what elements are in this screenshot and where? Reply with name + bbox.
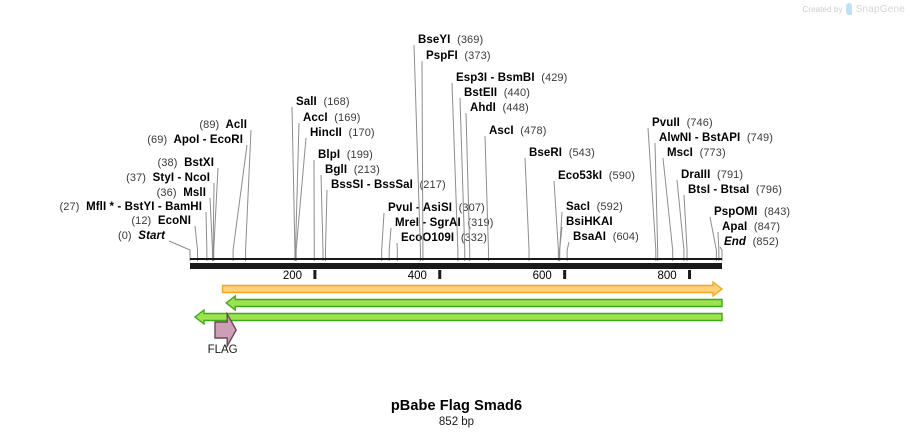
- leader-line: [205, 211, 208, 261]
- leader-line: [662, 157, 674, 261]
- leader-line: [647, 127, 657, 261]
- leader-line: [566, 241, 570, 261]
- restriction-site-label-mrei[interactable]: MreI - SgrAI (319): [395, 217, 494, 229]
- leader-line: [245, 129, 252, 261]
- restriction-site-label-pspfi[interactable]: PspFI (373): [426, 50, 491, 62]
- restriction-site-label-group: (0) Start (12) EcoNI (27) MflI * - BstYI -…: [59, 34, 791, 248]
- restriction-site-label-mfli[interactable]: (27) MflI * - BstYI - BamHI: [59, 201, 202, 213]
- leader-line: [194, 225, 198, 261]
- restriction-site-label-bgli[interactable]: BglI (213): [325, 164, 380, 176]
- leader-line: [295, 122, 300, 261]
- restriction-site-label-pvui[interactable]: PvuI - AsiSI (307): [388, 202, 485, 214]
- feature-orf-orange[interactable]: [221, 280, 724, 298]
- restriction-site-label-pvuii[interactable]: PvuII (746): [652, 117, 713, 129]
- restriction-site-label-pspomi[interactable]: PspOMI (843): [714, 206, 791, 218]
- plasmid-length: 852 bp: [438, 416, 475, 428]
- restriction-site-label-bstei[interactable]: BstEII (440): [464, 87, 530, 99]
- watermark-created-by-label: Created by: [802, 4, 843, 14]
- axis-tick-label-600: 600: [532, 270, 552, 282]
- restriction-site-label-end[interactable]: End (852): [724, 236, 779, 248]
- restriction-site-label-econi[interactable]: (12) EcoNI: [131, 215, 191, 227]
- restriction-site-label-draiii[interactable]: DraIII (791): [681, 169, 744, 181]
- restriction-site-label-esp3i[interactable]: Esp3I - BsmBI (429): [456, 72, 568, 84]
- axis-tick-label-200: 200: [282, 270, 303, 282]
- plasmid-title: pBabe Flag Smad6: [390, 398, 523, 414]
- leader-line: [559, 226, 563, 261]
- axis-tick-200: [313, 270, 317, 279]
- restriction-site-label-bsssi[interactable]: BssSI - BssSaI (217): [331, 179, 446, 191]
- leader-line: [232, 144, 248, 261]
- backbone-top-line: [190, 258, 722, 260]
- restriction-site-label-hincii[interactable]: HincII (170): [310, 127, 375, 139]
- restriction-site-label-alwni[interactable]: AlwNI - BstAPI (749): [659, 132, 774, 144]
- axis-tick-label-800: 800: [657, 270, 677, 282]
- leader-line: [320, 174, 324, 261]
- leader-line: [654, 142, 659, 261]
- leader-line: [291, 106, 296, 261]
- restriction-site-label-asci[interactable]: AscI (478): [489, 125, 547, 137]
- leader-line: [484, 135, 489, 261]
- backbone-bar[interactable]: [190, 263, 722, 269]
- axis-tick-400: [438, 270, 442, 279]
- leader-line: [524, 157, 530, 261]
- restriction-site-label-msci[interactable]: MscI (773): [667, 147, 726, 159]
- restriction-site-label-eco53ki[interactable]: Eco53kI (590): [558, 170, 635, 182]
- leader-line: [459, 97, 466, 261]
- leader-line: [168, 240, 191, 261]
- leader-line: [381, 212, 385, 261]
- leader-line: [213, 167, 219, 261]
- leader-line: [212, 182, 215, 261]
- leader-line: [709, 216, 717, 261]
- restriction-site-label-sali[interactable]: SalI (168): [296, 96, 350, 108]
- restriction-site-label-ahdi[interactable]: AhdI (448): [470, 102, 529, 114]
- feature-label-flag: FLAG: [207, 344, 238, 356]
- restriction-site-label-bsihkai[interactable]: BsiHKAI: [566, 216, 613, 228]
- restriction-site-label-blpi[interactable]: BlpI (199): [318, 149, 373, 161]
- restriction-site-label-saci[interactable]: SacI (592): [566, 201, 623, 213]
- restriction-site-label-styi[interactable]: (37) StyI - NcoI: [126, 172, 210, 184]
- axis-tick-label-400: 400: [407, 270, 427, 282]
- leader-line: [413, 44, 421, 261]
- leader-line: [209, 197, 213, 261]
- leader-line: [451, 82, 459, 261]
- restriction-site-label-acli[interactable]: (89) AclI: [199, 119, 247, 131]
- restriction-site-label-start[interactable]: (0) Start: [117, 230, 165, 242]
- leader-line: [553, 180, 559, 261]
- watermark-brand-label: SnapGene: [855, 3, 905, 15]
- snapgene-logo-icon: [845, 3, 853, 15]
- axis-tick-600: [563, 270, 567, 279]
- axis-tick-800: [688, 270, 692, 279]
- snapgene-watermark: Created by SnapGene: [802, 3, 905, 15]
- restriction-site-label-bseyi[interactable]: BseYI (369): [418, 34, 484, 46]
- restriction-site-label-bseri[interactable]: BseRI (543): [529, 147, 595, 159]
- leader-line: [719, 246, 723, 261]
- leader-line: [465, 112, 471, 261]
- leader-line: [421, 60, 424, 261]
- feature-flag[interactable]: [214, 311, 238, 349]
- restriction-site-label-apoi[interactable]: (69) ApoI - EcoRI: [147, 134, 243, 146]
- leader-line: [295, 137, 307, 261]
- restriction-site-label-msli[interactable]: (36) MslI: [156, 187, 206, 199]
- leader-line: [676, 179, 685, 261]
- leader-line: [717, 231, 720, 261]
- restriction-site-label-acci[interactable]: AccI (169): [303, 112, 361, 124]
- feature-orf-green-1[interactable]: [225, 294, 723, 312]
- leader-line-group: [168, 44, 723, 261]
- leader-line: [324, 189, 328, 261]
- leader-line: [683, 194, 688, 261]
- restriction-site-label-bsaai[interactable]: BsaAI (604): [573, 231, 639, 243]
- restriction-site-label-bstxi[interactable]: (38) BstXI: [157, 157, 214, 169]
- restriction-site-label-apai[interactable]: ApaI (847): [722, 221, 781, 233]
- leader-line: [388, 227, 392, 261]
- restriction-site-label-ecoo109i[interactable]: EcoO109I (332): [401, 232, 487, 244]
- feature-orf-green-2[interactable]: [193, 308, 723, 326]
- restriction-site-label-btsi[interactable]: BtsI - BtsaI (796): [688, 184, 783, 196]
